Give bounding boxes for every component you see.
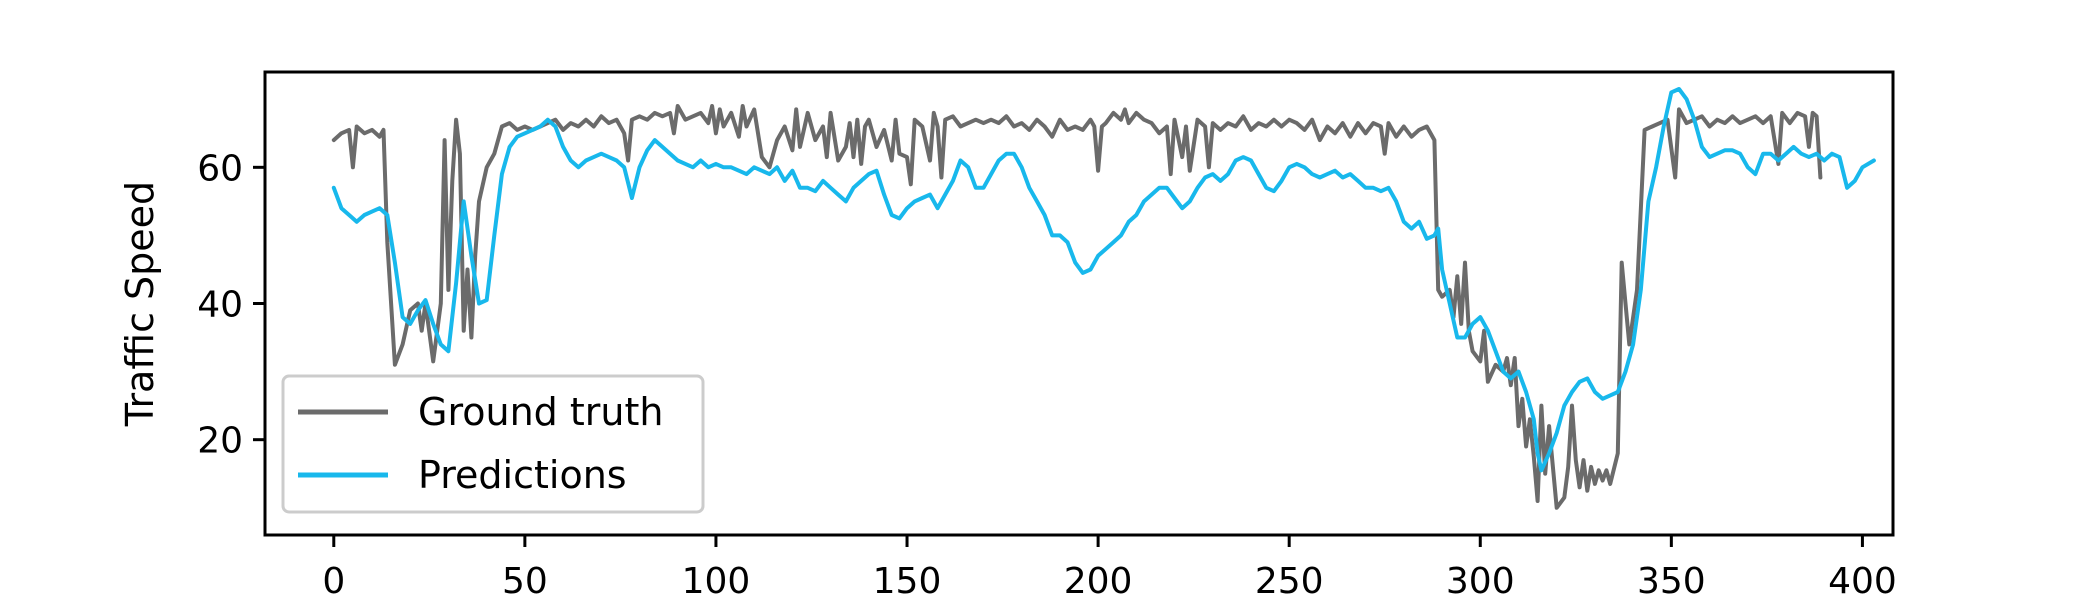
x-tick-label: 50 bbox=[502, 561, 548, 600]
y-tick-label: 20 bbox=[197, 421, 243, 462]
y-tick-label: 40 bbox=[197, 285, 243, 326]
x-tick-label: 300 bbox=[1446, 561, 1515, 600]
y-axis-label: Traffic Speed bbox=[118, 181, 162, 427]
y-axis: 20 40 60 bbox=[197, 148, 265, 462]
x-axis: 0 50 100 150 200 250 300 350 400 bbox=[322, 535, 1897, 602]
series-line-ground-truth bbox=[331, 104, 1823, 510]
x-tick-label: 400 bbox=[1828, 561, 1897, 600]
x-tick-label: 350 bbox=[1637, 561, 1706, 600]
x-tick-label: 100 bbox=[682, 561, 751, 600]
series-line-predictions bbox=[331, 87, 1876, 473]
legend-label-ground-truth: Ground truth bbox=[418, 390, 663, 434]
x-tick-label: 250 bbox=[1255, 561, 1324, 600]
series-layer bbox=[331, 87, 1876, 510]
x-tick-label: 0 bbox=[322, 561, 345, 600]
legend: Ground truth Predictions bbox=[281, 374, 705, 514]
x-tick-label: 200 bbox=[1064, 561, 1133, 600]
legend-label-predictions: Predictions bbox=[418, 453, 627, 497]
y-tick-label: 60 bbox=[197, 148, 243, 189]
x-tick-label: 150 bbox=[873, 561, 942, 600]
